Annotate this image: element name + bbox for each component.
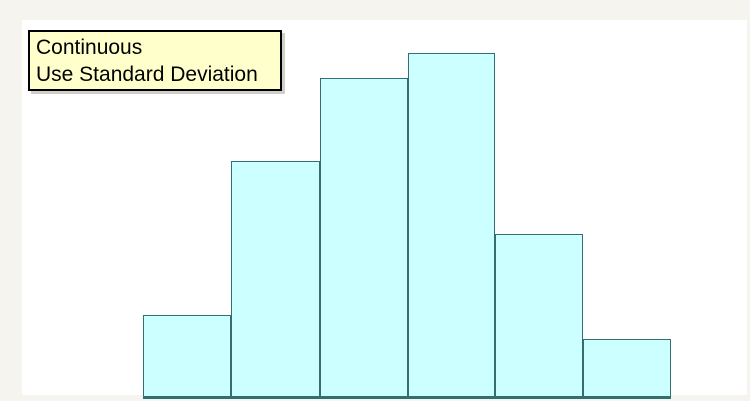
- histogram-bar: [320, 78, 408, 399]
- histogram-bar: [583, 339, 671, 399]
- histogram-bar: [143, 315, 231, 399]
- label-line-2: Use Standard Deviation: [36, 63, 258, 86]
- histogram-bar: [495, 234, 583, 399]
- histogram-bar: [231, 161, 320, 399]
- label-line-1: Continuous: [36, 36, 143, 59]
- histogram-baseline: [143, 396, 671, 399]
- histogram-bar: [408, 53, 495, 399]
- label-box: Continuous Use Standard Deviation: [28, 30, 282, 91]
